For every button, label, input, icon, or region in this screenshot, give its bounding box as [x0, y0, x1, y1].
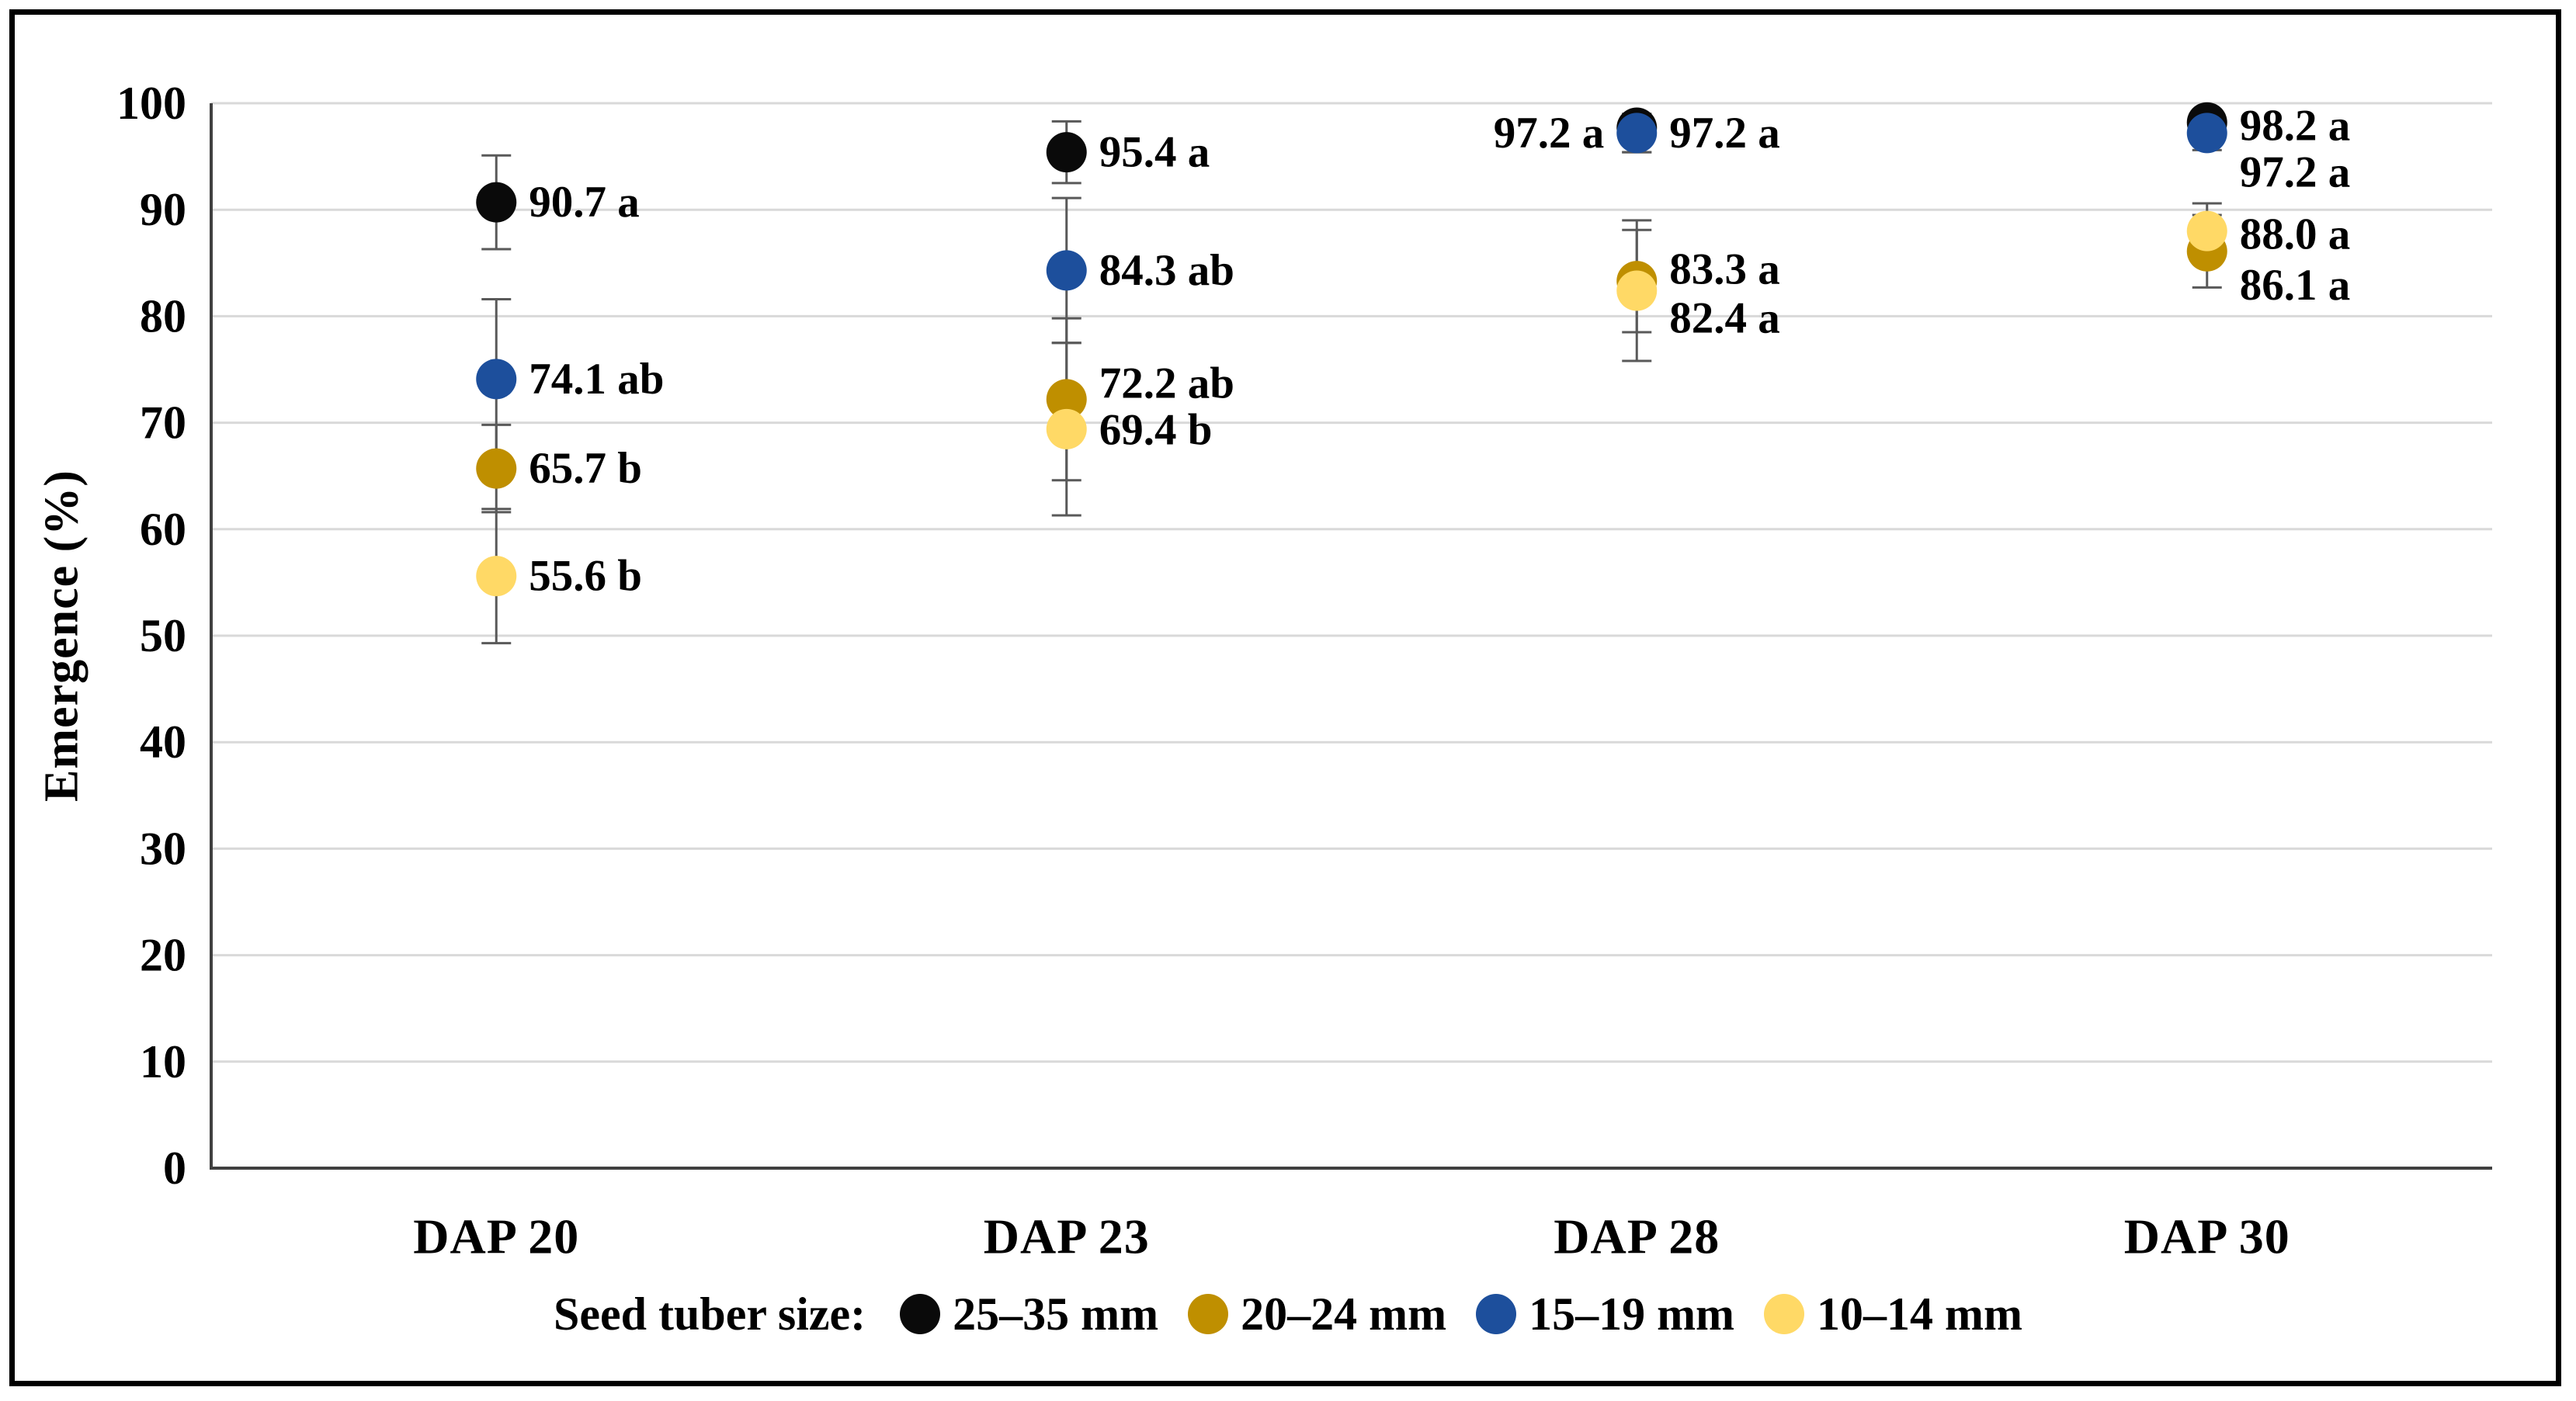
data-point-label: 88.0 a [2240, 210, 2351, 258]
y-tick-label: 80 [140, 290, 186, 342]
data-point-marker [2186, 113, 2227, 154]
data-point-marker [1046, 379, 1087, 420]
data-point-label: 86.1 a [2240, 261, 2351, 310]
data-point-label: 84.3 ab [1099, 246, 1234, 295]
legend-item: 25–35 mm [900, 1288, 1158, 1341]
y-tick-label: 50 [140, 610, 186, 661]
data-point-marker [476, 448, 517, 489]
y-tick-label: 60 [140, 504, 186, 555]
data-point-label: 65.7 b [529, 444, 642, 493]
data-point-label: 74.1 ab [529, 355, 664, 404]
legend-item-label: 25–35 mm [953, 1288, 1159, 1340]
y-tick-label: 100 [116, 78, 186, 129]
legend-item: 20–24 mm [1188, 1288, 1446, 1341]
y-tick-label: 90 [140, 184, 186, 235]
data-point-marker [476, 182, 517, 223]
data-point-marker [476, 556, 517, 597]
data-point-label: 69.4 b [1099, 406, 1213, 455]
data-point-label: 82.4 a [1669, 294, 1780, 343]
legend-swatch-icon [1188, 1294, 1229, 1334]
legend-swatch-icon [900, 1294, 941, 1334]
y-tick-label: 10 [140, 1036, 186, 1087]
data-point-marker [1046, 132, 1087, 173]
data-point-label: 97.2 a [2240, 148, 2351, 197]
data-point-marker [2186, 210, 2227, 251]
category-label: DAP 23 [984, 1209, 1150, 1264]
data-point-marker [1616, 270, 1658, 311]
legend-title: Seed tuber size: [553, 1288, 866, 1340]
data-point-marker [1046, 408, 1087, 449]
y-tick-label: 70 [140, 397, 186, 449]
legend-item-label: 20–24 mm [1241, 1288, 1447, 1340]
legend-swatch-icon [1764, 1294, 1805, 1334]
data-point-label: 90.7 a [529, 178, 640, 227]
data-point-label: 72.2 ab [1099, 359, 1234, 407]
data-point-marker [476, 359, 517, 400]
category-label: DAP 28 [1554, 1209, 1720, 1264]
data-point-label: 98.2 a [2240, 101, 2351, 150]
y-tick-label: 20 [140, 930, 186, 981]
legend: Seed tuber size: 25–35 mm 20–24 mm 15–19 m… [0, 1271, 2576, 1357]
data-point-label: 97.2 a [1669, 109, 1780, 158]
y-tick-label: 30 [140, 823, 186, 874]
legend-item-label: 15–19 mm [1529, 1288, 1735, 1340]
legend-swatch-icon [1476, 1294, 1517, 1334]
data-point-marker [1046, 250, 1087, 291]
data-point-marker [1616, 113, 1658, 154]
data-point-label: 97.2 a [1494, 109, 1605, 158]
data-point-label: 55.6 b [529, 552, 642, 601]
category-label: DAP 30 [2124, 1209, 2290, 1264]
data-point-label: 83.3 a [1669, 245, 1780, 294]
y-tick-label: 0 [163, 1143, 186, 1194]
data-point-label: 95.4 a [1099, 128, 1210, 177]
legend-item-label: 10–14 mm [1817, 1288, 2023, 1340]
y-axis-title: Emergence (%) [35, 470, 89, 802]
legend-item: 10–14 mm [1764, 1288, 2022, 1341]
category-label: DAP 20 [413, 1209, 579, 1264]
legend-item: 15–19 mm [1476, 1288, 1734, 1341]
y-tick-label: 40 [140, 716, 186, 768]
